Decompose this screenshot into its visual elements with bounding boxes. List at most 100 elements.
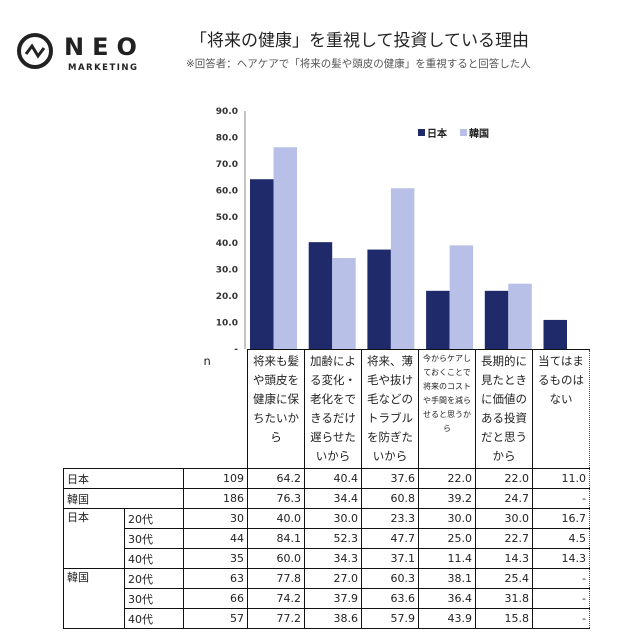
svg-text:NEO: NEO [64, 33, 145, 61]
row-value: 11.0 [532, 468, 590, 489]
row-group: 韓国 [63, 568, 125, 629]
row-value: - [532, 568, 590, 589]
row-n: 35 [183, 548, 248, 569]
row-value: 60.0 [247, 548, 305, 569]
row-value: 84.1 [247, 528, 305, 549]
row-group: 韓国 [63, 488, 184, 509]
row-n: 44 [183, 528, 248, 549]
table-row: 40代 35 60.0 34.3 37.1 11.4 14.3 14.3 [64, 548, 590, 569]
data-table: n 将来も髪や頭皮を健康に保ちたいから 加齢による変化・老化をできるだけ遅らせたいか… [63, 349, 590, 629]
y-tick-label: 10.0 [216, 319, 238, 329]
bar-korea [332, 258, 356, 349]
row-n: 186 [183, 488, 248, 509]
row-value: - [532, 488, 590, 509]
n-header: n [203, 353, 211, 368]
row-value: 63.6 [361, 588, 419, 609]
row-value: 30.0 [475, 508, 533, 529]
row-value: 31.8 [475, 588, 533, 609]
row-value: 38.6 [304, 608, 362, 629]
row-value: - [532, 608, 590, 629]
row-value: 11.4 [418, 548, 476, 569]
legend-label: 韓国 [469, 127, 489, 140]
bar-japan [484, 290, 509, 349]
table-row: 30代 66 74.2 37.9 63.6 36.4 31.8- [64, 588, 590, 609]
row-value: - [532, 588, 590, 609]
table-row: 40代 57 77.2 38.6 57.9 43.9 15.8- [64, 608, 590, 629]
bar-japan [308, 242, 333, 349]
neo-marketing-logo: NEO MARKETING [17, 33, 145, 73]
table-row: 30代 44 84.1 52.3 47.7 25.0 22.7 4.5 [64, 528, 590, 549]
table-row: 日本 20代 30 40.0 30.0 23.3 30.0 30.0 16.7 [63, 508, 590, 569]
row-value: 77.8 [247, 568, 305, 589]
row-group: 日本 [63, 468, 184, 489]
row-n: 63 [183, 568, 248, 589]
row-value: 60.8 [361, 488, 419, 509]
row-value: 22.0 [475, 468, 533, 489]
row-value: 40.4 [304, 468, 362, 489]
category-header: 今からケアしておくことで将来のコストや手間を減らせると思うから [418, 349, 476, 469]
bar-korea [390, 188, 415, 349]
y-tick-label: 60.0 [216, 186, 238, 196]
row-value: 64.2 [247, 468, 305, 489]
row-value: 37.9 [304, 588, 362, 609]
row-value: 74.2 [247, 588, 305, 609]
row-value: 24.7 [475, 488, 533, 509]
row-value: 30.0 [418, 508, 476, 529]
row-value: 38.1 [418, 568, 476, 589]
row-value: 4.5 [532, 528, 590, 549]
row-n: 109 [183, 468, 248, 489]
row-value: 40.0 [247, 508, 305, 529]
row-value: 76.3 [247, 488, 305, 509]
row-group: 日本 [63, 508, 125, 569]
row-n: 57 [183, 608, 248, 629]
category-header: 加齢による変化・老化をできるだけ遅らせたいから [304, 349, 362, 469]
bar-chart: - 10.0 20.0 30.0 40.0 50.0 60.0 70.0 80.0 90.0 日本 韓… [216, 107, 567, 355]
legend-label: 日本 [427, 127, 448, 140]
page-title: 「将来の健康」を重視して投資している理由 [190, 31, 529, 51]
svg-text:MARKETING: MARKETING [68, 63, 139, 73]
bar-korea [449, 245, 474, 349]
row-value: 34.3 [304, 548, 362, 569]
bar-korea [273, 147, 297, 349]
y-tick-label: 50.0 [216, 213, 238, 223]
bar-korea [508, 283, 532, 349]
bar-japan [367, 249, 391, 349]
row-value: 43.9 [418, 608, 476, 629]
y-tick-label: 40.0 [216, 239, 238, 249]
bar-japan [250, 179, 274, 349]
y-tick-label: 90.0 [216, 107, 238, 117]
row-value: 39.2 [418, 488, 476, 509]
legend-swatch [418, 129, 425, 136]
category-header: 将来も髪や頭皮を健康に保ちたいから [247, 349, 305, 469]
table-row: 韓国 186 76.3 34.4 60.8 39.2 24.7- [63, 488, 590, 509]
row-age: 40代 [124, 548, 184, 569]
row-value: 52.3 [304, 528, 362, 549]
row-age: 20代 [124, 508, 184, 529]
row-age: 30代 [124, 528, 184, 549]
row-value: 27.0 [304, 568, 362, 589]
row-value: 57.9 [361, 608, 419, 629]
legend-swatch [460, 129, 467, 136]
row-value: 47.7 [361, 528, 419, 549]
row-age: 30代 [124, 588, 184, 609]
row-value: 23.3 [361, 508, 419, 529]
row-value: 34.4 [304, 488, 362, 509]
y-tick-label: 20.0 [216, 292, 238, 302]
row-value: 14.3 [475, 548, 533, 569]
y-tick-label: 70.0 [216, 160, 238, 170]
row-value: 22.0 [418, 468, 476, 489]
y-tick-label: 80.0 [216, 133, 238, 143]
row-value: 16.7 [532, 508, 590, 529]
row-age: 40代 [124, 608, 184, 629]
row-value: 77.2 [247, 608, 305, 629]
row-value: 37.6 [361, 468, 419, 489]
row-value: 36.4 [418, 588, 476, 609]
row-value: 14.3 [532, 548, 590, 569]
bar-japan [426, 290, 450, 349]
row-n: 30 [183, 508, 248, 529]
y-tick-label: - [234, 345, 238, 355]
category-header: 長期的に見たときに価値のある投資だと思うから [475, 349, 533, 469]
row-value: 25.0 [418, 528, 476, 549]
row-age: 20代 [124, 568, 184, 589]
